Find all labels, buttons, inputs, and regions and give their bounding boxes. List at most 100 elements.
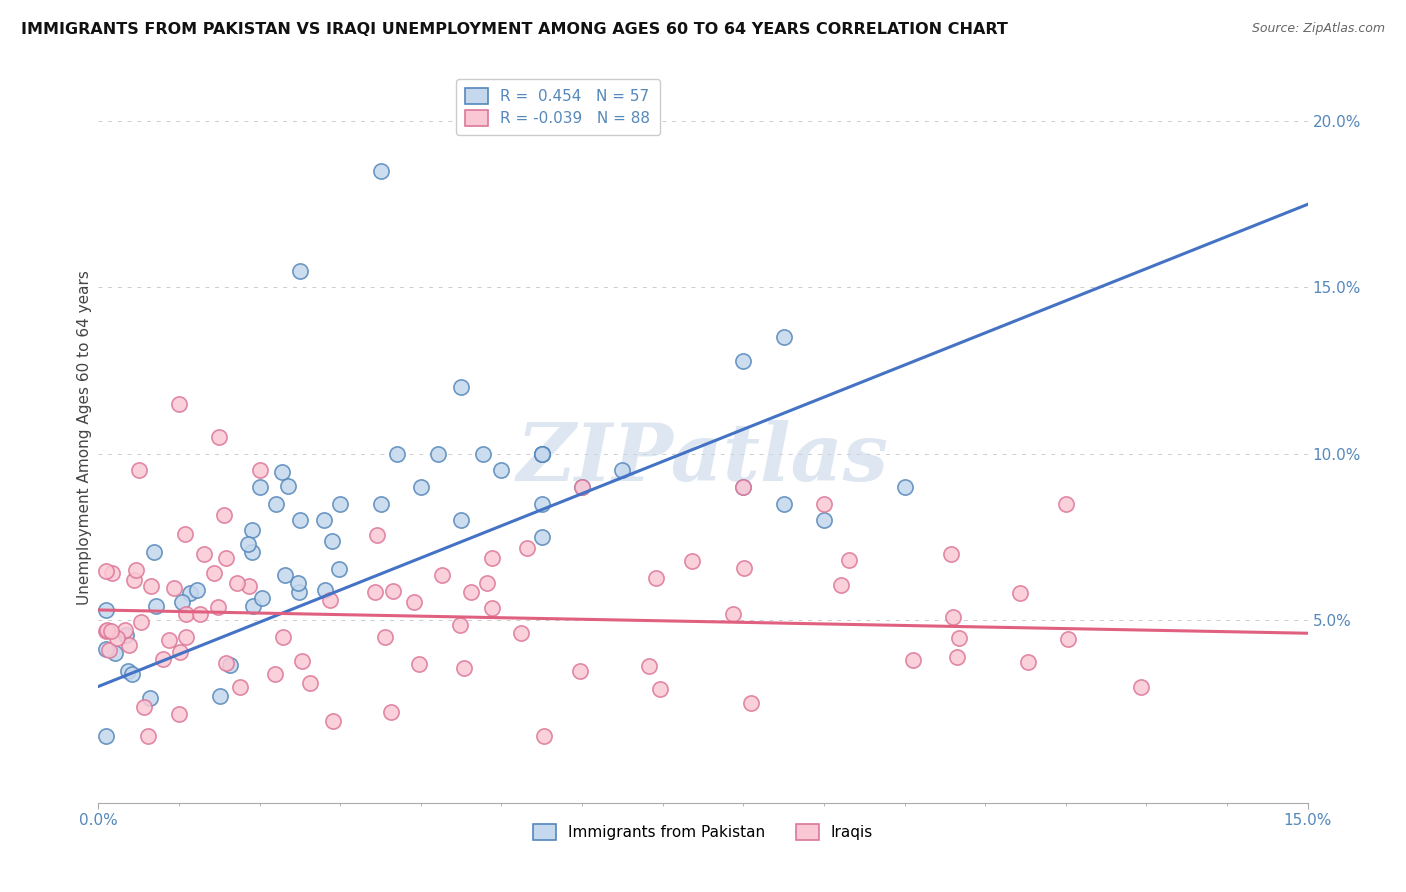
Point [893,480,915,494]
Point [366,528,388,542]
Point [114,623,136,637]
Point [530,447,553,461]
Text: IMMIGRANTS FROM PAKISTAN VS IRAQI UNEMPLOYMENT AMONG AGES 60 TO 64 YEARS CORRELA: IMMIGRANTS FROM PAKISTAN VS IRAQI UNEMPL… [21,22,1008,37]
Point [813,497,835,511]
Point [172,595,194,609]
Point [186,582,208,597]
Point [118,638,141,652]
Point [939,548,962,562]
Point [229,680,252,694]
Point [475,576,498,591]
Point [530,497,553,511]
Point [385,447,408,461]
Point [945,649,967,664]
Point [533,729,555,743]
Point [460,585,482,599]
Point [98,642,121,657]
Point [648,681,671,696]
Point [450,380,472,394]
Point [370,497,392,511]
Point [571,480,593,494]
Point [328,562,350,576]
Point [207,599,229,614]
Point [530,447,553,461]
Point [240,523,263,537]
Point [733,480,755,494]
Point [271,631,294,645]
Point [430,568,453,582]
Point [193,547,215,561]
Point [277,478,299,492]
Point [101,566,124,581]
Point [772,497,794,511]
Point [136,729,159,743]
Point [188,607,211,622]
Text: Source: ZipAtlas.com: Source: ZipAtlas.com [1251,22,1385,36]
Point [901,653,924,667]
Point [408,657,430,671]
Point [472,447,495,461]
Point [509,626,531,640]
Point [238,579,260,593]
Point [167,706,190,721]
Point [481,601,503,615]
Point [274,568,297,582]
Point [382,584,405,599]
Point [249,463,271,477]
Point [1008,586,1031,600]
Point [209,689,232,703]
Point [481,550,503,565]
Point [637,658,659,673]
Legend: Immigrants from Pakistan, Iraqis: Immigrants from Pakistan, Iraqis [527,818,879,847]
Point [813,513,835,527]
Point [612,463,634,477]
Point [104,646,127,660]
Point [240,545,263,559]
Point [121,667,143,681]
Point [114,628,136,642]
Point [772,330,794,344]
Point [948,631,970,645]
Point [363,585,385,599]
Point [288,585,311,599]
Point [453,661,475,675]
Point [329,497,352,511]
Point [129,615,152,629]
Point [96,641,118,656]
Point [167,397,190,411]
Point [96,624,118,639]
Point [380,705,402,719]
Point [733,480,755,494]
Point [568,664,591,678]
Point [319,593,342,607]
Point [402,595,425,609]
Point [449,618,471,632]
Point [226,575,249,590]
Point [681,554,703,568]
Point [264,667,287,681]
Point [218,657,240,672]
Point [202,566,225,580]
Point [174,527,197,541]
Point [215,656,238,670]
Point [838,553,860,567]
Point [157,632,180,647]
Point [236,537,259,551]
Point [270,466,292,480]
Point [179,586,201,600]
Point [830,577,852,591]
Point [163,581,186,595]
Point [100,624,122,639]
Point [721,607,744,621]
Point [530,447,553,461]
Point [314,582,336,597]
Point [214,508,236,523]
Point [96,729,118,743]
Point [374,630,396,644]
Point [645,571,668,585]
Point [96,603,118,617]
Point [139,691,162,706]
Point [105,632,128,646]
Point [214,550,236,565]
Point [314,513,336,527]
